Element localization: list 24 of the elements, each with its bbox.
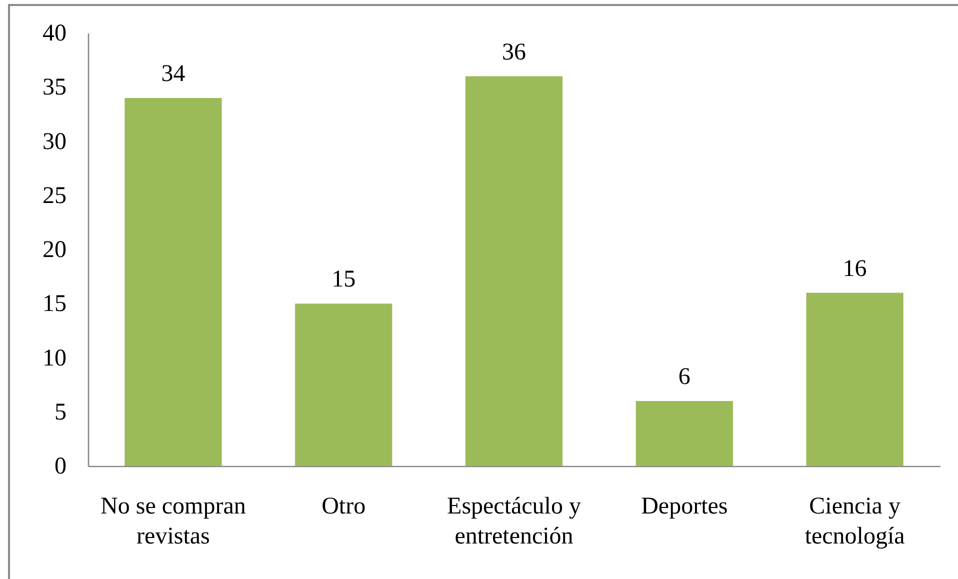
y-tick-label: 15 [42,291,66,318]
y-tick-label: 5 [54,399,66,426]
data-label: 6 [678,364,690,390]
bar [295,304,392,466]
x-tick-label: No se compran revistas [100,494,246,550]
data-label: 16 [842,256,867,282]
x-tick-label: Ciencia y tecnología [804,494,906,550]
y-tick-label: 0 [54,454,66,480]
bar [636,401,733,466]
y-tick-label: 35 [42,74,66,101]
data-label: 34 [161,60,186,87]
y-tick-label: 40 [42,20,66,46]
y-tick-label: 20 [42,237,66,263]
bar [806,292,904,466]
data-label: 15 [332,266,356,293]
x-tick-label: Otro [322,494,366,520]
x-tick-label: Deportes [641,494,728,520]
data-label: 36 [502,39,526,66]
x-tick-label: Espectáculo y entretención [447,494,581,550]
bar [124,98,222,466]
y-tick-label: 30 [42,128,66,155]
y-tick-label: 25 [42,182,66,209]
bar [465,76,563,466]
y-tick-label: 10 [42,345,66,372]
